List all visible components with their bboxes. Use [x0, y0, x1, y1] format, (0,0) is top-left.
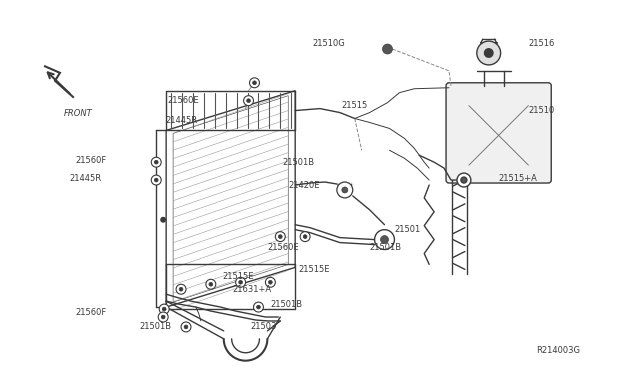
Circle shape	[253, 302, 264, 312]
Circle shape	[163, 307, 166, 311]
Circle shape	[266, 277, 275, 287]
Circle shape	[461, 177, 467, 183]
Circle shape	[151, 175, 161, 185]
Circle shape	[236, 277, 246, 287]
Text: 21501B: 21501B	[370, 243, 402, 252]
Circle shape	[184, 325, 188, 329]
Text: 21560E: 21560E	[167, 96, 199, 105]
Text: 21515: 21515	[341, 101, 367, 110]
Circle shape	[337, 182, 353, 198]
Text: 21510G: 21510G	[312, 39, 345, 48]
Circle shape	[250, 78, 259, 88]
Circle shape	[300, 232, 310, 241]
Circle shape	[381, 235, 388, 244]
Circle shape	[206, 279, 216, 289]
Text: 21420E: 21420E	[289, 180, 320, 189]
Text: 21631+A: 21631+A	[233, 285, 272, 294]
Circle shape	[457, 173, 471, 187]
Text: 21501B: 21501B	[270, 299, 303, 309]
Text: 21560E: 21560E	[268, 243, 299, 252]
FancyBboxPatch shape	[446, 83, 551, 183]
Circle shape	[303, 235, 307, 238]
Circle shape	[257, 305, 260, 309]
Circle shape	[275, 232, 285, 241]
Circle shape	[158, 312, 168, 322]
Text: 21445R: 21445R	[166, 116, 198, 125]
Circle shape	[484, 48, 493, 58]
Circle shape	[209, 282, 212, 286]
Circle shape	[154, 178, 158, 182]
Text: 21503: 21503	[250, 323, 277, 331]
Circle shape	[179, 287, 183, 291]
Circle shape	[176, 284, 186, 294]
Text: 21510: 21510	[529, 106, 555, 115]
Circle shape	[181, 322, 191, 332]
Circle shape	[239, 280, 243, 284]
Text: 21515E: 21515E	[223, 272, 254, 281]
Circle shape	[161, 315, 165, 319]
Circle shape	[154, 160, 158, 164]
Text: 21515+A: 21515+A	[499, 174, 538, 183]
Circle shape	[269, 280, 272, 284]
Circle shape	[159, 304, 169, 314]
Circle shape	[253, 81, 257, 85]
Circle shape	[383, 44, 392, 54]
Circle shape	[246, 99, 250, 103]
Circle shape	[477, 41, 500, 65]
Circle shape	[374, 230, 394, 250]
Circle shape	[160, 217, 166, 223]
Text: 21560F: 21560F	[76, 308, 107, 317]
Text: 21501B: 21501B	[282, 158, 314, 167]
Text: 21445R: 21445R	[70, 174, 102, 183]
Text: 21501B: 21501B	[140, 323, 172, 331]
Circle shape	[244, 96, 253, 106]
Text: 21560F: 21560F	[76, 156, 107, 165]
Text: 21516: 21516	[529, 39, 555, 48]
Text: FRONT: FRONT	[64, 109, 93, 118]
Text: R214003G: R214003G	[536, 346, 580, 355]
Circle shape	[342, 187, 348, 193]
Circle shape	[151, 157, 161, 167]
Text: 21501: 21501	[394, 225, 420, 234]
Text: 21515E: 21515E	[298, 265, 330, 274]
Circle shape	[278, 235, 282, 238]
